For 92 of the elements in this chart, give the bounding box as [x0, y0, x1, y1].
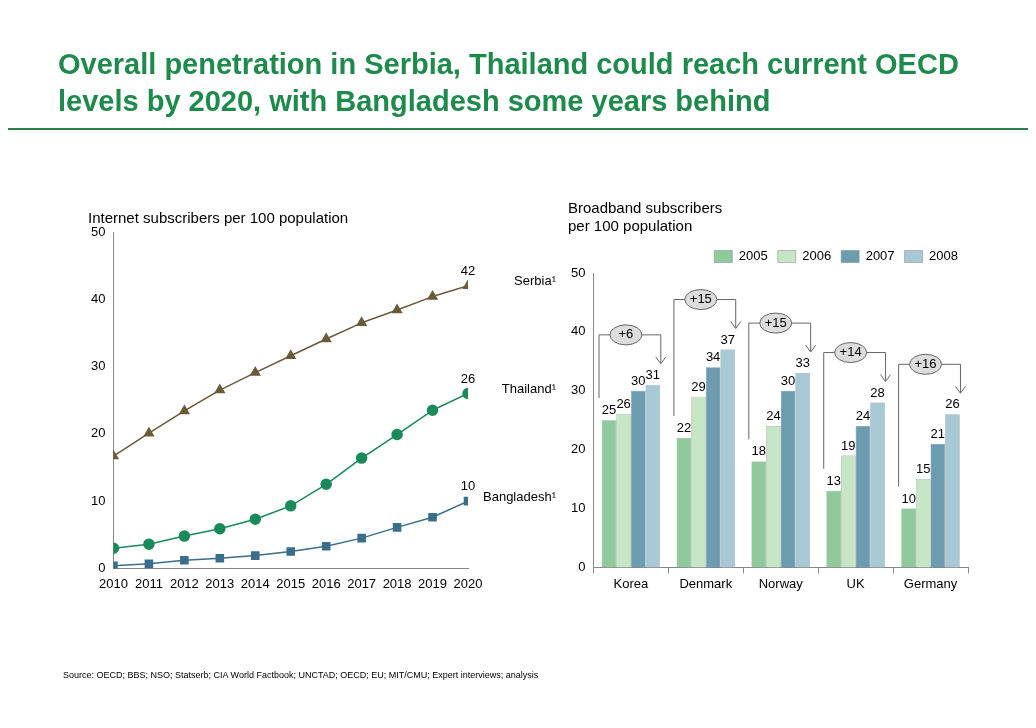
point [426, 404, 439, 417]
y-tick-label: 20 [570, 441, 586, 457]
data-label: 26 [616, 396, 631, 412]
x-tick-label: 2012 [169, 575, 199, 591]
legend-label: 2005 [738, 248, 768, 264]
point [178, 530, 191, 542]
point [214, 384, 225, 394]
x-tick-label: 2020 [453, 575, 483, 591]
annotation: +16 [914, 355, 937, 371]
point [392, 523, 402, 532]
y-tick-label: 0 [578, 558, 586, 574]
x-tick-label: 2011 [134, 575, 163, 591]
y-tick-label: 40 [570, 323, 586, 339]
data-label: 29 [691, 378, 706, 394]
point [215, 554, 225, 563]
y-tick-label: 30 [570, 382, 586, 398]
point [143, 427, 154, 437]
data-label: 19 [841, 437, 856, 453]
data-label: 22 [676, 419, 692, 435]
point [427, 290, 438, 300]
data-label: 31 [645, 366, 661, 382]
point [356, 317, 367, 327]
x-tick-label: 2014 [240, 575, 270, 591]
point [320, 478, 332, 491]
data-label: 25 [601, 402, 617, 418]
point [249, 513, 262, 526]
point [144, 559, 154, 568]
text: Serbia¹ [514, 273, 557, 289]
x-tick-label: 2019 [418, 575, 448, 591]
x-tick-label: 2016 [311, 575, 341, 591]
point [286, 547, 296, 556]
y-tick-label: 0 [98, 559, 106, 575]
data-label: 24 [766, 408, 781, 424]
x-tick-label: 2017 [347, 575, 377, 591]
point [179, 405, 190, 415]
legend-label: 2008 [929, 248, 958, 264]
x-tick-label: Korea [613, 575, 650, 591]
data-label: 34 [705, 349, 721, 365]
y-tick-label: 50 [570, 264, 586, 280]
data-label: 13 [826, 472, 841, 488]
point [391, 428, 403, 441]
data-label: 33 [795, 355, 810, 371]
x-tick-label: Denmark [679, 575, 733, 591]
point [284, 500, 297, 512]
point [355, 452, 368, 464]
source-note: Source: OECD; BBS; NSO; Statserb; CIA World Factbook; UNCTAD; OECD; EU; MIT/CMU; Expert interviews; analysis [62, 670, 540, 680]
x-tick-label: 2013 [205, 575, 235, 591]
data-label: 30 [780, 372, 796, 388]
data-label: 15 [916, 461, 931, 477]
data-label: 26 [460, 370, 476, 386]
y-axis-title: Broadband subscribers per 100 population [568, 199, 723, 235]
point [143, 538, 155, 550]
point [392, 304, 403, 314]
y-tick-label: 10 [570, 500, 586, 516]
series-label: Bangladesh¹ [483, 488, 557, 504]
x-tick-label: UK [846, 575, 865, 591]
annotation: +14 [839, 344, 862, 360]
point [428, 512, 437, 522]
point [214, 522, 226, 535]
point [285, 350, 296, 360]
y-tick-label: 30 [90, 358, 106, 374]
data-label: 30 [630, 372, 646, 388]
data-label: 28 [870, 384, 885, 400]
point [357, 533, 366, 543]
point [250, 551, 260, 560]
x-tick-label: 2015 [276, 575, 306, 591]
data-label: 24 [855, 408, 871, 424]
data-label: 18 [751, 443, 767, 459]
x-tick-label: 2018 [382, 575, 412, 591]
y-tick-label: 40 [90, 290, 106, 306]
legend-label: 2006 [802, 248, 832, 264]
x-tick-label: Norway [758, 575, 804, 591]
y-tick-label: 20 [90, 425, 106, 441]
data-label: 37 [720, 331, 735, 347]
annotation: +6 [618, 326, 634, 342]
text: Thailand¹ [501, 381, 557, 397]
chart-title: Overall penetration in Serbia, Thailand could reach current OECD levels by 2020, with Bangladesh some years behind [8, 8, 1028, 130]
data-label: 10 [901, 490, 916, 506]
point [321, 333, 332, 343]
point [321, 541, 331, 551]
legend-label: 2007 [865, 248, 895, 264]
data-label: 10 [460, 478, 476, 494]
annotation: +15 [764, 314, 787, 330]
annotation: +15 [689, 291, 712, 307]
x-tick-label: Germany [903, 575, 958, 591]
data-label: 42 [460, 262, 476, 278]
data-label: 21 [930, 425, 946, 441]
point [180, 556, 189, 565]
y-tick-label: 10 [90, 492, 106, 508]
x-tick-label: 2010 [99, 575, 128, 591]
point [250, 366, 261, 376]
data-label: 26 [945, 396, 960, 412]
